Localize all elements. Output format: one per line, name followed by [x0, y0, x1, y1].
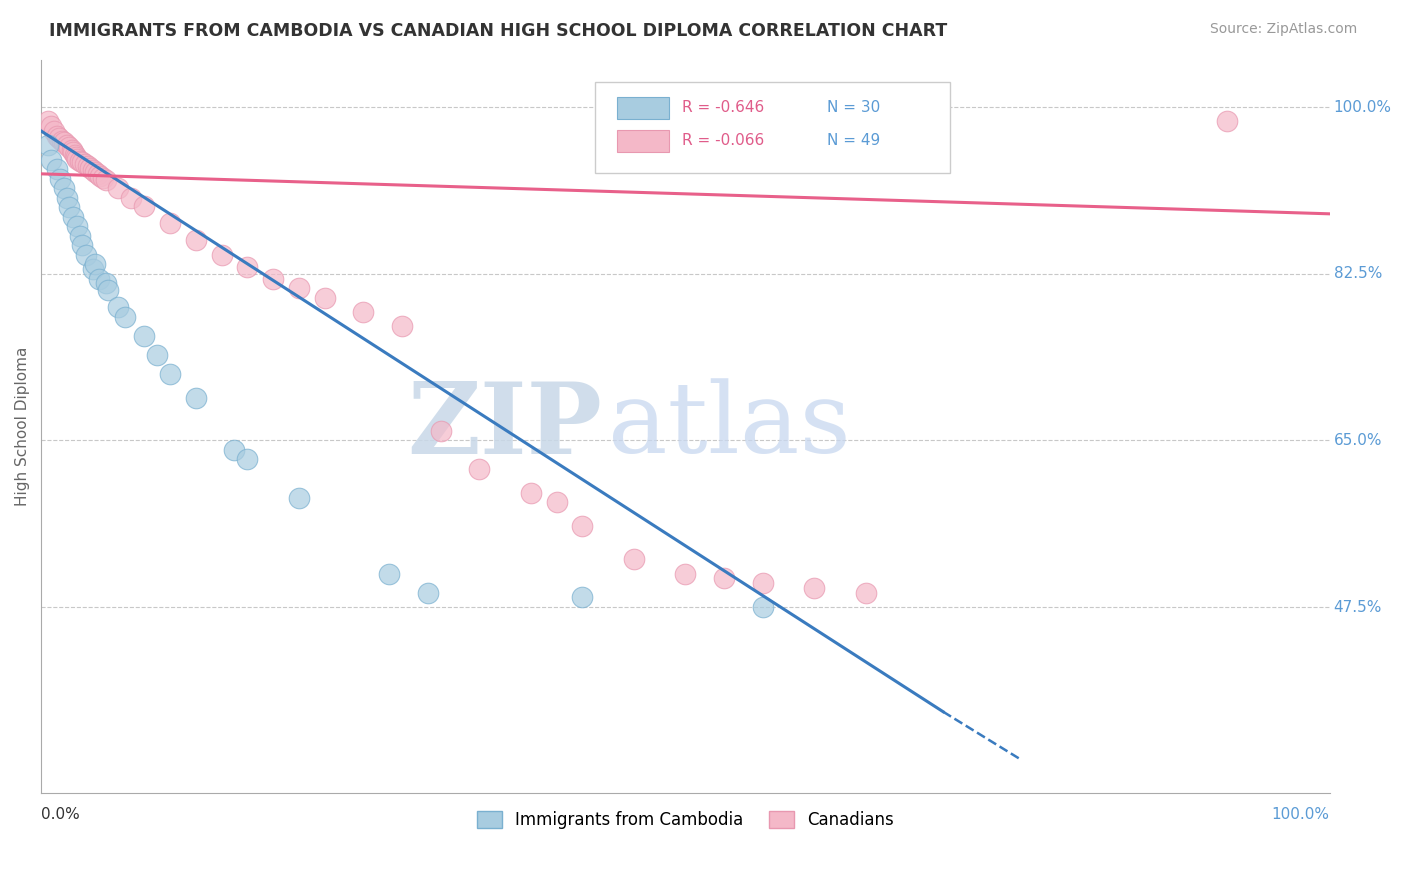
Point — [391, 319, 413, 334]
Point — [56, 191, 79, 205]
Text: 65.0%: 65.0% — [1334, 433, 1382, 448]
Point — [97, 283, 120, 297]
Y-axis label: High School Diploma: High School Diploma — [15, 346, 30, 506]
Point — [37, 138, 59, 153]
Point — [713, 571, 735, 585]
Point — [378, 566, 401, 581]
Bar — [617, 130, 669, 152]
Point — [82, 262, 104, 277]
Text: 100.0%: 100.0% — [1334, 100, 1392, 115]
Point — [571, 591, 593, 605]
Point — [1215, 114, 1237, 128]
Point — [45, 128, 67, 143]
Point — [416, 585, 439, 599]
Text: IMMIGRANTS FROM CAMBODIA VS CANADIAN HIGH SCHOOL DIPLOMA CORRELATION CHART: IMMIGRANTS FROM CAMBODIA VS CANADIAN HIG… — [49, 22, 948, 40]
Point — [58, 200, 80, 214]
Point — [94, 277, 117, 291]
Point — [45, 162, 67, 177]
Bar — [617, 97, 669, 119]
Point — [546, 495, 568, 509]
Point — [89, 169, 111, 183]
Point — [352, 305, 374, 319]
Point — [87, 271, 110, 285]
Point — [468, 462, 491, 476]
Point — [94, 172, 117, 186]
Point — [114, 310, 136, 324]
Point — [65, 150, 87, 164]
Point — [224, 442, 246, 457]
Point — [60, 143, 83, 157]
Point — [429, 424, 451, 438]
Point — [42, 124, 65, 138]
Text: N = 30: N = 30 — [827, 101, 880, 115]
Text: Source: ZipAtlas.com: Source: ZipAtlas.com — [1209, 22, 1357, 37]
Point — [120, 191, 142, 205]
Point — [49, 171, 72, 186]
Point — [48, 130, 70, 145]
Point — [66, 152, 89, 166]
Text: 100.0%: 100.0% — [1272, 807, 1330, 822]
Point — [184, 391, 207, 405]
Point — [314, 291, 336, 305]
Point — [51, 134, 73, 148]
Point — [82, 163, 104, 178]
Text: 47.5%: 47.5% — [1334, 599, 1382, 615]
Point — [288, 281, 311, 295]
Point — [520, 485, 543, 500]
Point — [87, 167, 110, 181]
Point — [134, 199, 156, 213]
Point — [69, 153, 91, 168]
Point — [58, 140, 80, 154]
Point — [751, 600, 773, 615]
FancyBboxPatch shape — [595, 81, 949, 173]
Text: 82.5%: 82.5% — [1334, 267, 1382, 281]
Text: R = -0.066: R = -0.066 — [682, 134, 763, 148]
Point — [855, 585, 877, 599]
Point — [623, 552, 645, 566]
Point — [69, 228, 91, 243]
Point — [79, 161, 101, 175]
Point — [73, 157, 96, 171]
Point — [91, 170, 114, 185]
Point — [236, 452, 259, 467]
Point — [41, 153, 63, 167]
Text: ZIP: ZIP — [406, 377, 602, 475]
Point — [673, 566, 696, 581]
Point — [72, 155, 94, 169]
Point — [62, 210, 84, 224]
Text: R = -0.646: R = -0.646 — [682, 101, 763, 115]
Point — [159, 367, 181, 381]
Point — [107, 181, 129, 195]
Point — [288, 491, 311, 505]
Point — [236, 260, 259, 274]
Point — [53, 136, 76, 150]
Text: atlas: atlas — [609, 378, 851, 474]
Point — [184, 234, 207, 248]
Point — [571, 519, 593, 533]
Point — [76, 159, 98, 173]
Point — [37, 114, 59, 128]
Point — [62, 145, 84, 159]
Point — [63, 148, 86, 162]
Text: 0.0%: 0.0% — [41, 807, 80, 822]
Point — [211, 248, 233, 262]
Point — [134, 328, 156, 343]
Point — [84, 257, 107, 271]
Point — [146, 348, 169, 362]
Legend: Immigrants from Cambodia, Canadians: Immigrants from Cambodia, Canadians — [471, 804, 900, 836]
Point — [66, 219, 89, 234]
Point — [53, 181, 76, 195]
Point — [56, 138, 79, 153]
Point — [41, 120, 63, 134]
Point — [803, 581, 825, 595]
Point — [159, 216, 181, 230]
Point — [72, 238, 94, 252]
Point — [751, 576, 773, 591]
Point — [107, 300, 129, 314]
Point — [84, 165, 107, 179]
Point — [75, 248, 97, 262]
Text: N = 49: N = 49 — [827, 134, 880, 148]
Point — [262, 271, 284, 285]
